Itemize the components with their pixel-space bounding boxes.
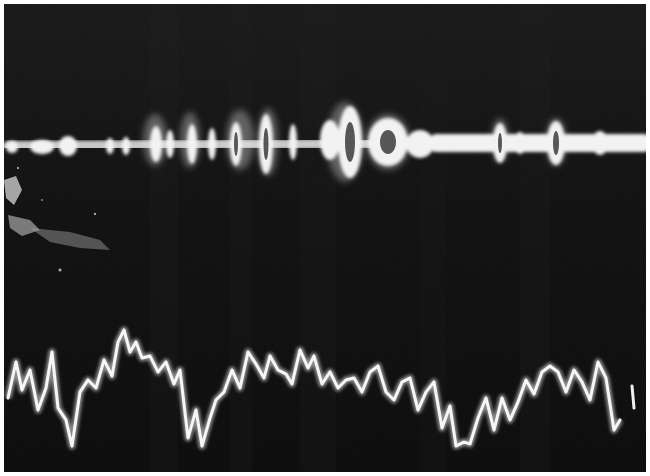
photo-frame (0, 0, 650, 476)
film-grain (0, 0, 650, 476)
oscilloscope-photo (0, 0, 650, 476)
